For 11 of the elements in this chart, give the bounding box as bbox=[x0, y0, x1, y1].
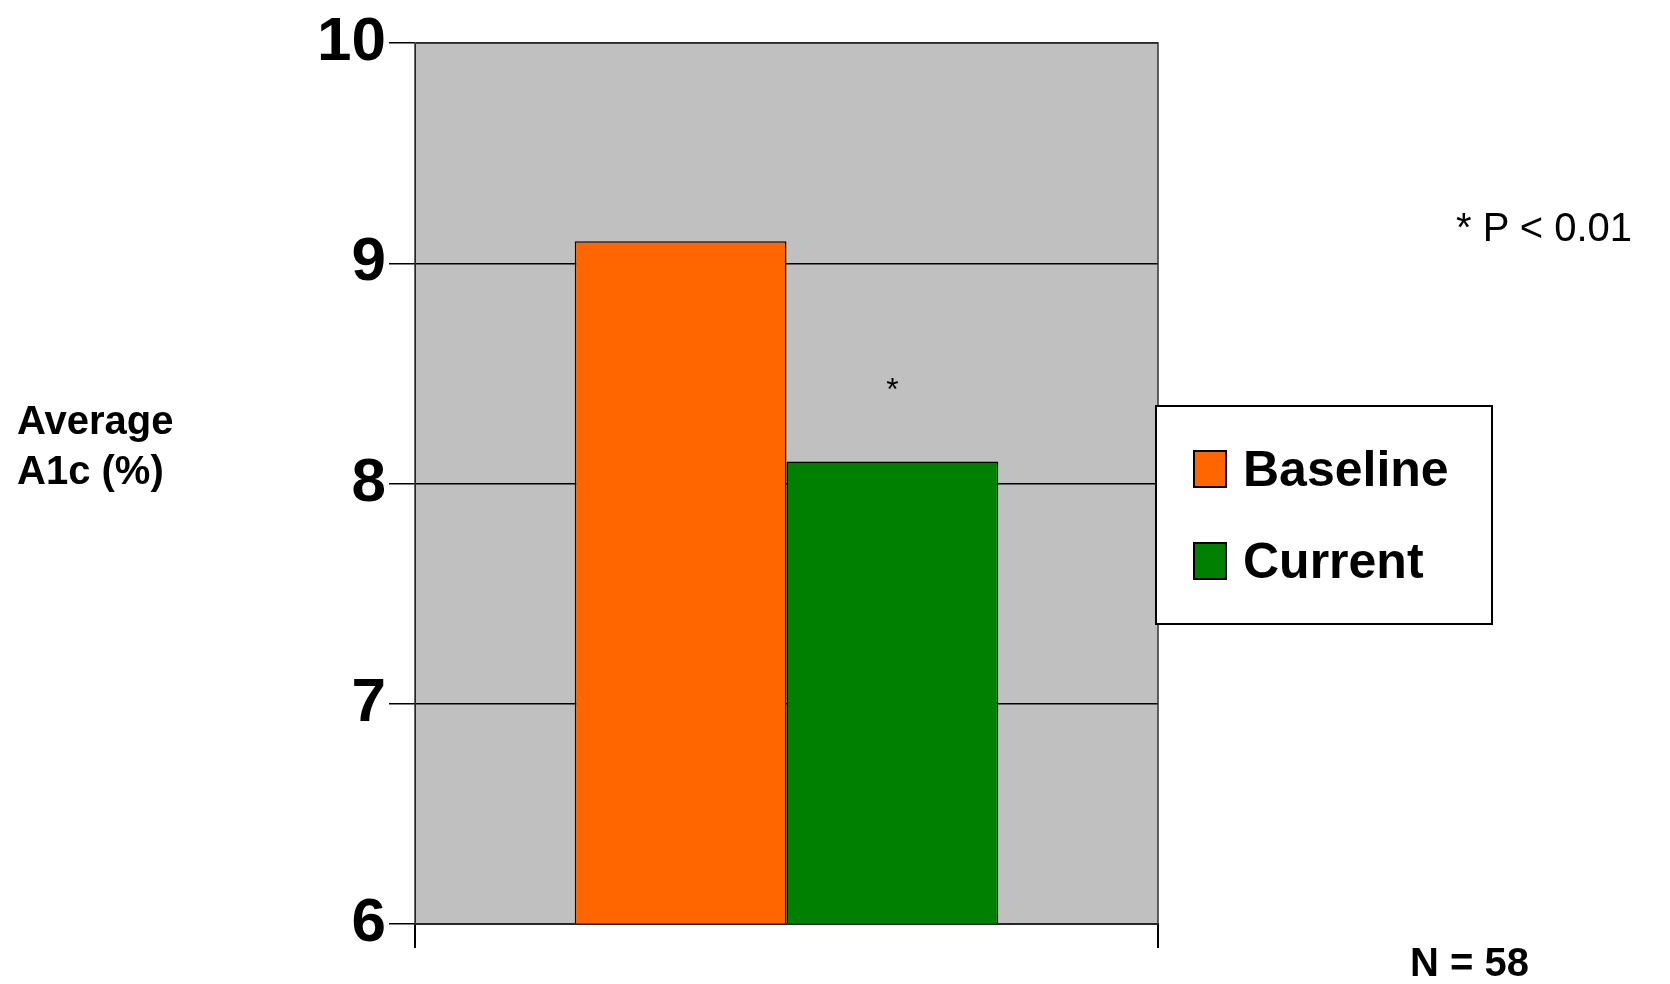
y-tick-label: 8 bbox=[351, 444, 386, 514]
y-axis-title: Average A1c (%) bbox=[17, 397, 175, 494]
annotation: * bbox=[886, 371, 899, 408]
y-tick-label: 10 bbox=[317, 4, 386, 74]
legend-label: Baseline bbox=[1243, 440, 1449, 498]
y-tick-label: 9 bbox=[351, 224, 386, 294]
y-tick-label: 7 bbox=[351, 664, 386, 734]
y-tick-label: 6 bbox=[351, 885, 386, 955]
legend-label: Current bbox=[1243, 532, 1424, 590]
text: * P < 0.01 bbox=[1456, 205, 1633, 250]
text: N = 58 bbox=[1410, 940, 1529, 984]
